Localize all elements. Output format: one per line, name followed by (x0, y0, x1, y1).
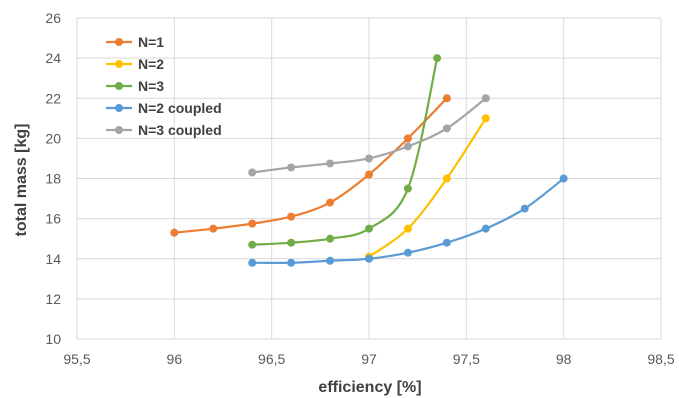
data-point (248, 168, 257, 177)
data-point (326, 198, 335, 207)
x-tick-labels: 95,5 96 96,5 97 97,5 98 98,5 (63, 351, 674, 367)
series-n-3 (248, 54, 442, 249)
x-tick-label: 96,5 (258, 351, 285, 367)
data-point (287, 238, 296, 247)
x-tick-label: 96 (167, 351, 183, 367)
x-tick-label: 97 (361, 351, 377, 367)
data-point (326, 256, 335, 265)
x-tick-label: 97,5 (453, 351, 480, 367)
data-point (520, 204, 529, 213)
legend-item: N=1 (106, 34, 164, 50)
y-tick-label: 10 (45, 331, 61, 347)
y-tick-label: 14 (45, 251, 61, 267)
data-point (481, 94, 490, 103)
data-point (433, 54, 442, 63)
data-point (442, 238, 451, 247)
y-tick-labels: 10 12 14 16 18 20 22 24 26 (45, 10, 61, 347)
legend-swatch-marker (115, 104, 123, 112)
legend: N=1 N=2 N=3 N=2 coupled N=3 coupled (106, 34, 222, 138)
data-point (442, 124, 451, 133)
y-tick-label: 16 (45, 211, 61, 227)
data-point (403, 184, 412, 193)
data-point (248, 240, 257, 249)
legend-item: N=3 coupled (106, 122, 222, 138)
data-point (248, 219, 257, 228)
legend-label: N=2 (138, 56, 164, 72)
data-point (326, 159, 335, 168)
series-layer (170, 54, 568, 267)
y-tick-label: 20 (45, 130, 61, 146)
legend-label: N=2 coupled (138, 100, 222, 116)
x-tick-label: 98 (556, 351, 572, 367)
data-point (403, 134, 412, 143)
legend-label: N=1 (138, 34, 164, 50)
data-point (365, 154, 373, 163)
legend-label: N=3 coupled (138, 122, 222, 138)
data-point (442, 94, 451, 103)
x-tick-label: 98,5 (647, 351, 674, 367)
legend-item: N=2 (106, 56, 164, 72)
gridlines (76, 17, 662, 340)
series-n-1 (170, 94, 451, 237)
data-point (442, 174, 451, 183)
data-point (287, 258, 296, 267)
y-tick-label: 24 (45, 50, 61, 66)
data-point (365, 224, 373, 233)
data-point (403, 224, 412, 233)
series-n-2 (365, 114, 490, 261)
legend-swatch-marker (115, 38, 123, 46)
legend-label: N=3 (138, 78, 164, 94)
series-line (252, 57, 439, 246)
data-point (287, 163, 296, 172)
data-point (403, 248, 412, 257)
data-point (481, 114, 490, 123)
data-point (365, 254, 373, 263)
data-point (287, 212, 296, 221)
data-point (248, 258, 257, 267)
series-n-3-coupled (248, 94, 490, 177)
data-point (326, 234, 335, 243)
legend-item: N=3 (106, 78, 164, 94)
y-tick-label: 22 (45, 90, 61, 106)
y-tick-label: 18 (45, 171, 61, 187)
data-point (170, 228, 179, 237)
y-tick-label: 26 (45, 10, 61, 26)
x-tick-label: 95,5 (63, 351, 90, 367)
series-line (368, 117, 487, 258)
data-point (403, 142, 412, 151)
data-point (209, 224, 218, 233)
series-n-2-coupled (248, 174, 568, 267)
x-axis-label: efficiency [%] (318, 379, 421, 396)
y-tick-label: 12 (45, 291, 61, 307)
data-point (559, 174, 568, 183)
data-point (365, 170, 373, 179)
legend-swatch-marker (115, 126, 123, 134)
legend-item: N=2 coupled (106, 100, 222, 116)
legend-swatch-marker (115, 82, 123, 90)
data-point (481, 224, 490, 233)
y-axis-label: total mass [kg] (13, 124, 30, 237)
legend-swatch-marker (115, 60, 123, 68)
